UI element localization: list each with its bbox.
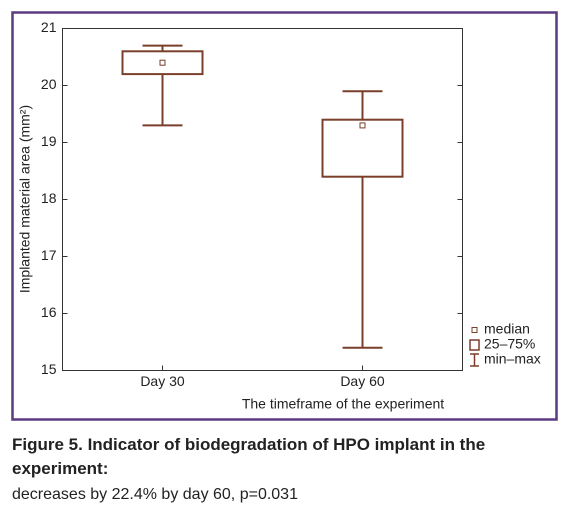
plot-frame <box>62 28 463 371</box>
legend-label: 25–75% <box>484 336 535 352</box>
y-tick-label: 21 <box>41 19 57 35</box>
y-tick-label: 16 <box>41 304 57 320</box>
median-marker <box>359 122 366 129</box>
y-tick-label: 17 <box>41 247 57 263</box>
y-tick-label: 20 <box>41 76 57 92</box>
chart-border <box>11 11 558 421</box>
legend-box-symbol <box>469 339 480 351</box>
legend-label: median <box>484 321 530 337</box>
x-tick-label: Day 30 <box>140 373 185 389</box>
x-axis-label: The timeframe of the experiment <box>242 396 444 412</box>
box <box>321 118 404 178</box>
caption-title: Figure 5. Indicator of biodegradation of… <box>12 435 486 478</box>
y-axis-label: Implanted material area (mm²) <box>17 105 33 293</box>
y-tick-label: 18 <box>41 190 57 206</box>
chart: Implanted material area (mm²) The timefr… <box>11 11 558 421</box>
median-marker <box>159 59 166 66</box>
legend-label: min–max <box>484 351 541 367</box>
x-tick-label: Day 60 <box>340 373 385 389</box>
y-tick-label: 19 <box>41 133 57 149</box>
legend-median-symbol <box>471 327 478 333</box>
y-tick-label: 15 <box>41 361 57 377</box>
caption-text: decreases by 22.4% by day 60, p=0.031 <box>12 486 298 503</box>
